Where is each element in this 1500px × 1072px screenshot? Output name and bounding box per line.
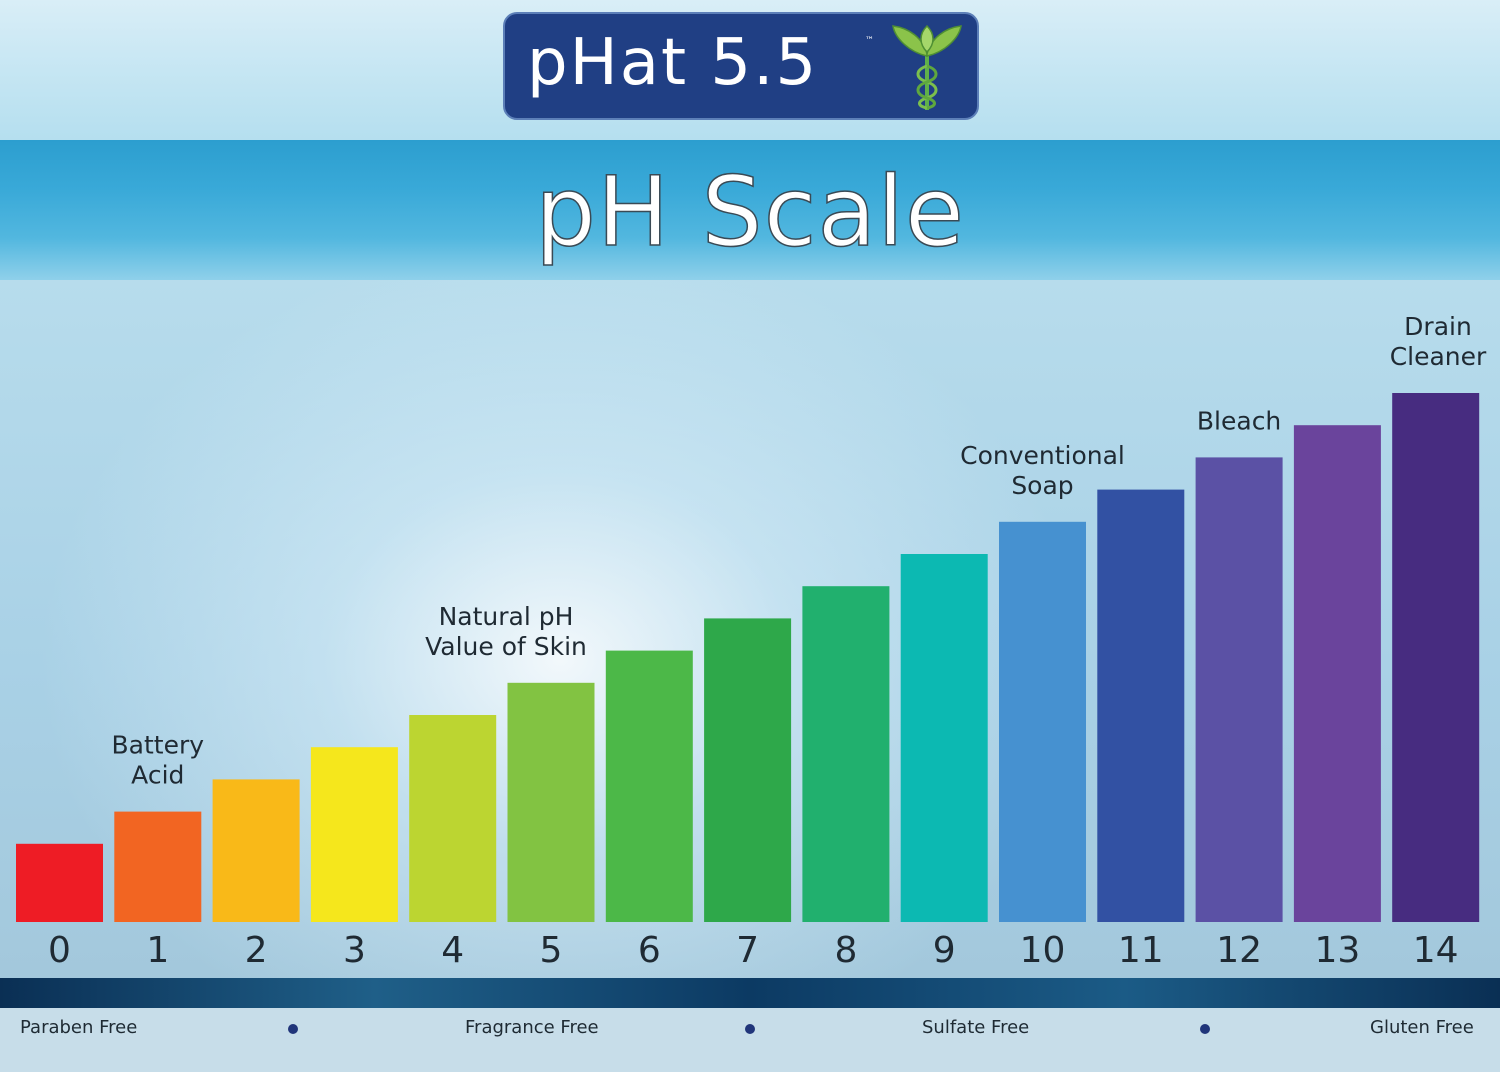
tick-label-11: 11 <box>1118 930 1164 971</box>
footer-item-sulfate-free: Sulfate Free <box>922 1017 1030 1038</box>
annotation-ph-14-line-1: Cleaner <box>1390 342 1487 371</box>
bar-ph-9 <box>900 554 988 922</box>
footer-item-paraben-free: Paraben Free <box>20 1017 138 1038</box>
annotation-ph-10-line-0: Conventional <box>960 441 1125 470</box>
footer-item-fragrance-free: Fragrance Free <box>465 1017 599 1038</box>
annotation-ph-1-line-1: Acid <box>131 761 184 790</box>
bar-ph-14 <box>1392 393 1480 922</box>
footer-separator-dot <box>1200 1024 1210 1034</box>
tick-label-9: 9 <box>933 930 956 971</box>
footer-separator-dot <box>745 1024 755 1034</box>
tick-label-6: 6 <box>638 930 661 971</box>
tick-label-14: 14 <box>1413 930 1459 971</box>
bar-ph-13 <box>1293 425 1381 922</box>
tick-label-4: 4 <box>441 930 464 971</box>
caduceus-leaf-icon <box>892 24 962 110</box>
annotation-ph-5-line-0: Natural pH <box>439 602 574 631</box>
tick-label-8: 8 <box>834 930 857 971</box>
bar-ph-1 <box>114 811 202 922</box>
bar-ph-10 <box>999 521 1086 922</box>
bar-ph-11 <box>1097 489 1185 922</box>
annotation-ph-12-line-0: Bleach <box>1197 406 1281 435</box>
annotation-ph-5-line-1: Value of Skin <box>425 632 587 661</box>
bar-ph-4 <box>409 715 497 922</box>
tick-label-3: 3 <box>343 930 366 971</box>
bar-ph-6 <box>605 650 693 922</box>
annotation-ph-14-line-0: Drain <box>1404 312 1472 341</box>
tick-label-2: 2 <box>245 930 268 971</box>
tick-label-10: 10 <box>1020 930 1066 971</box>
tick-label-0: 0 <box>48 930 71 971</box>
bar-ph-0 <box>16 843 103 922</box>
logo-trademark: ™ <box>865 36 874 46</box>
tick-label-13: 13 <box>1314 930 1360 971</box>
bar-ph-3 <box>310 747 398 922</box>
brand-logo: pHat 5.5 ™ <box>503 12 979 120</box>
footer-item-gluten-free: Gluten Free <box>1370 1017 1474 1038</box>
page-title: pH Scale <box>534 155 965 269</box>
annotation-ph-10-line-1: Soap <box>1011 471 1073 500</box>
footer-divider-band <box>0 978 1500 1008</box>
water-band <box>0 140 1500 280</box>
tick-label-1: 1 <box>146 930 169 971</box>
logo-text: pHat 5.5 <box>527 26 819 100</box>
tick-label-5: 5 <box>540 930 563 971</box>
bar-ph-8 <box>802 586 890 922</box>
footer-bar <box>0 1008 1500 1072</box>
bar-ph-2 <box>212 779 300 922</box>
tick-label-12: 12 <box>1216 930 1262 971</box>
footer-separator-dot <box>288 1024 298 1034</box>
bar-ph-12 <box>1195 457 1283 922</box>
bar-ph-5 <box>507 682 595 922</box>
bar-ph-7 <box>704 618 792 922</box>
annotation-ph-1-line-0: Battery <box>112 731 205 760</box>
tick-label-7: 7 <box>736 930 759 971</box>
